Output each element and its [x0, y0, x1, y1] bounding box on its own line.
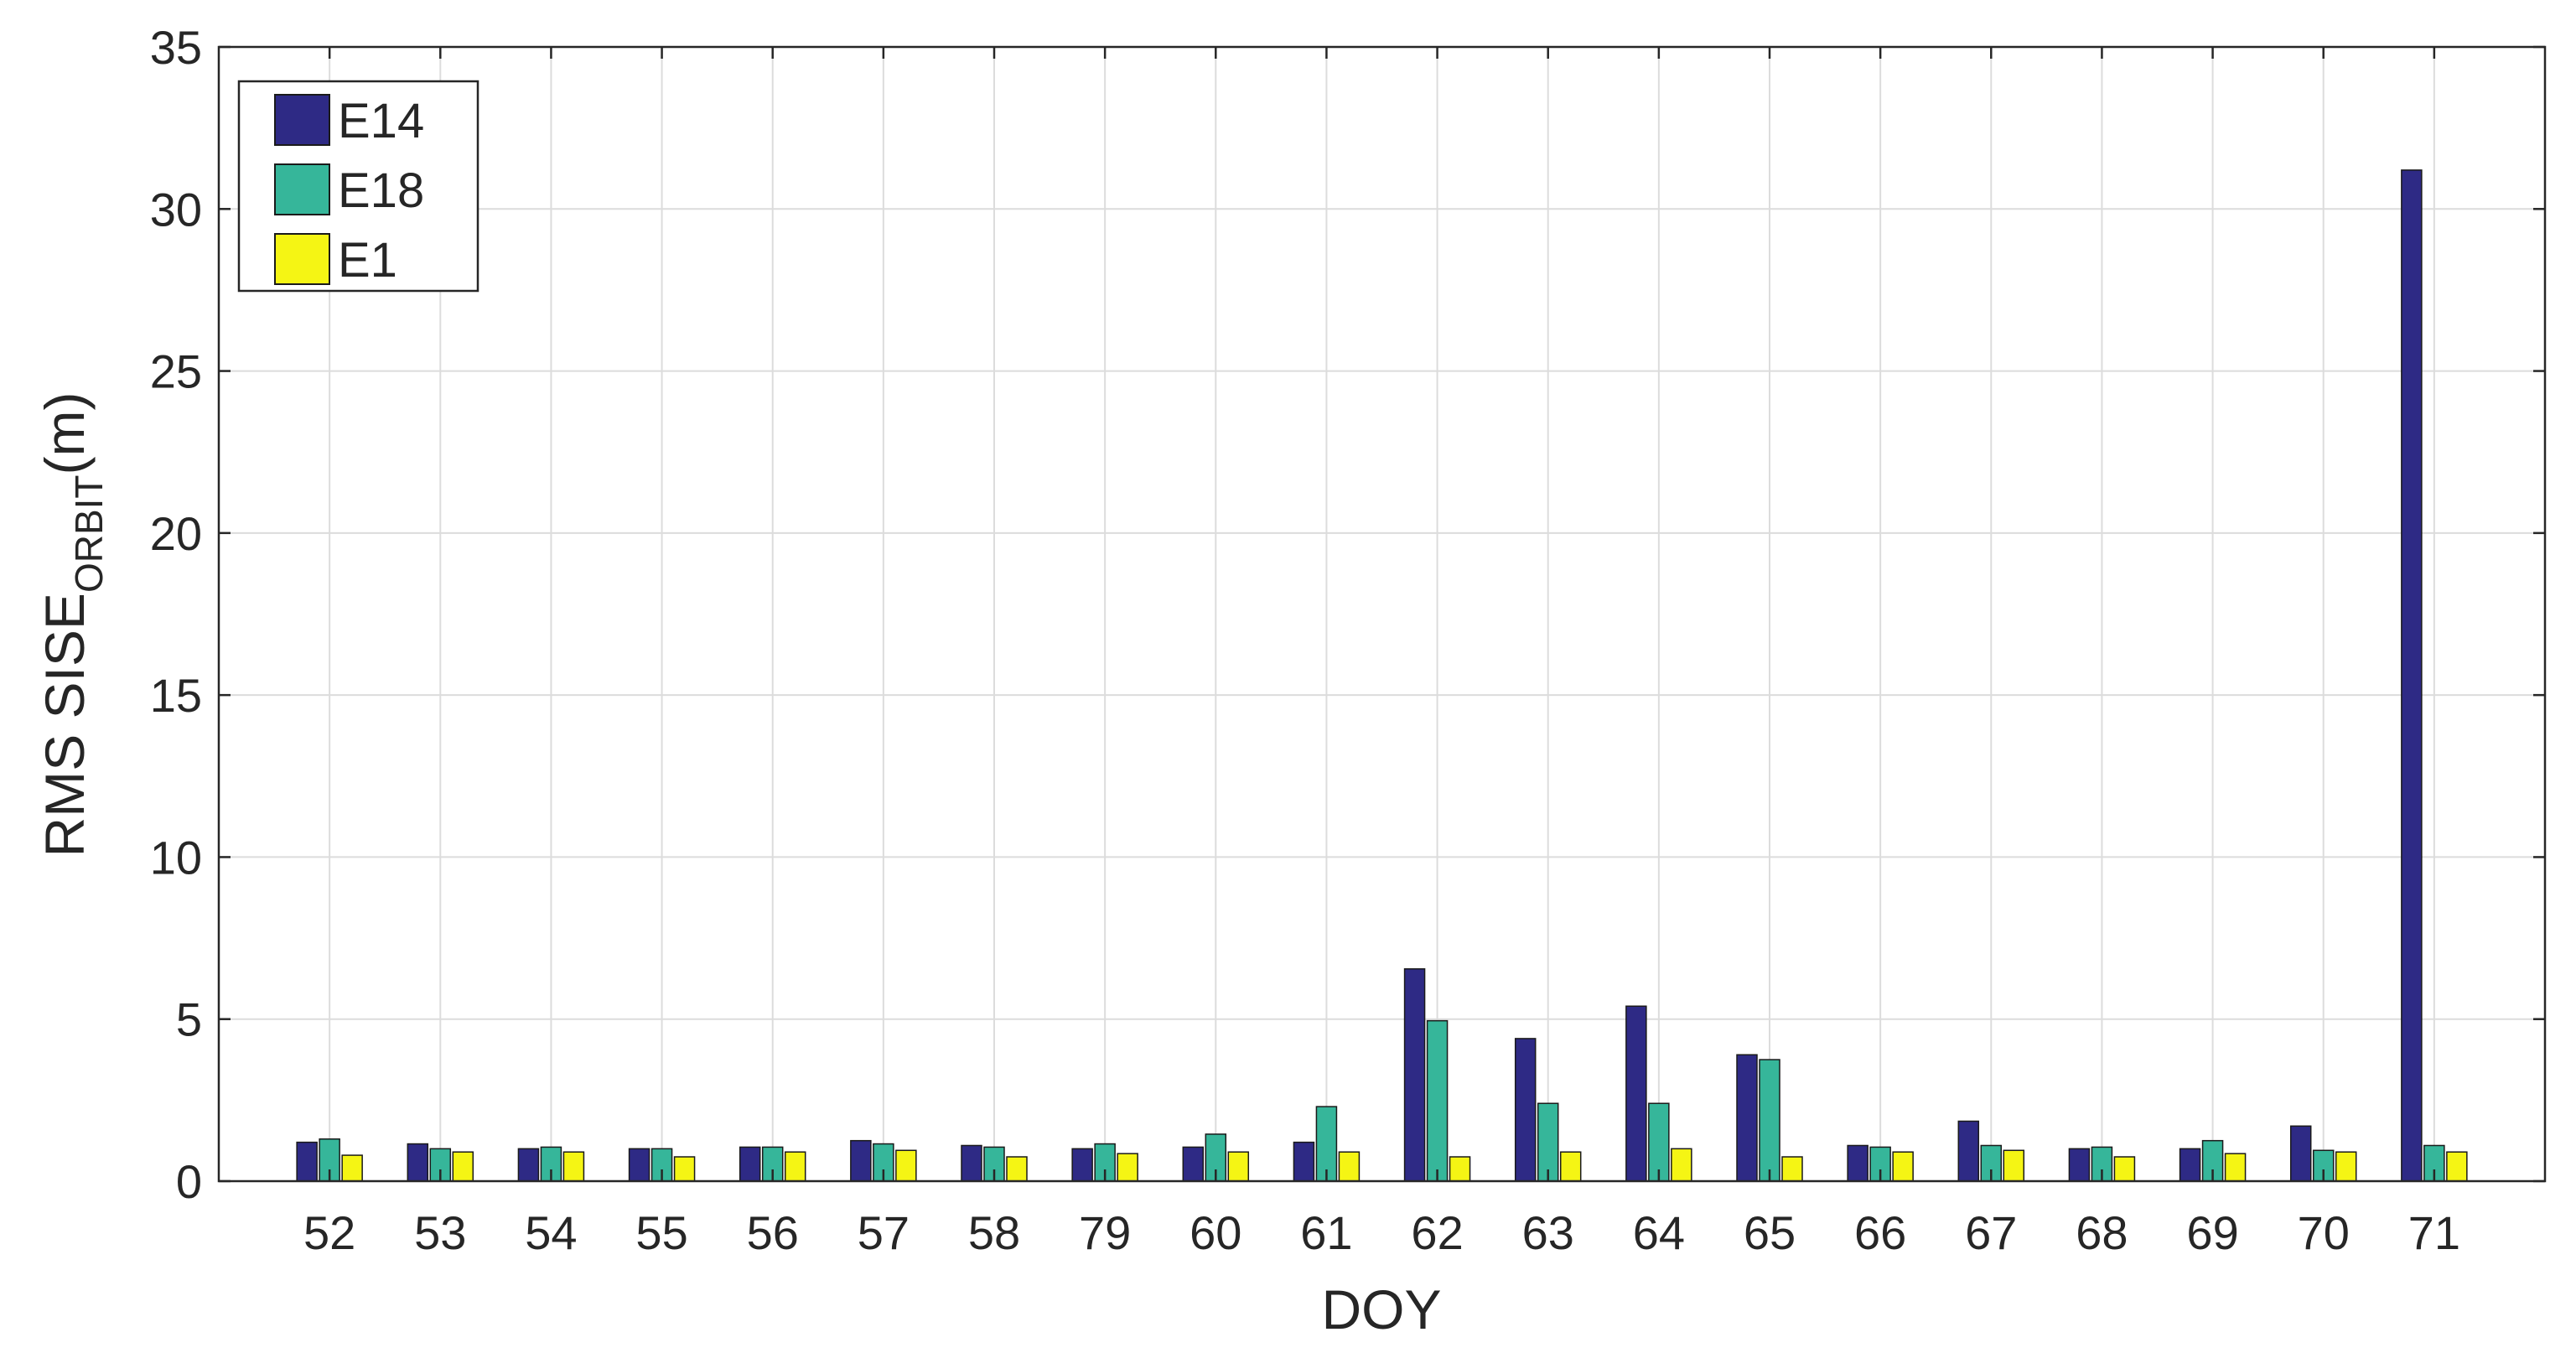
bar-e1-64: [1671, 1148, 1692, 1182]
bar-e1-62: [1449, 1156, 1471, 1182]
bar-e14-54: [517, 1148, 540, 1182]
bar-e1-54: [562, 1151, 585, 1182]
bar-e1-55: [673, 1156, 696, 1182]
x-tick-label: 64: [1633, 1206, 1685, 1259]
x-tick-label: 67: [1965, 1206, 2017, 1259]
y-tick-label: 30: [150, 183, 202, 236]
y-tick-label: 10: [150, 831, 202, 884]
bar-e14-66: [1847, 1144, 1869, 1182]
x-tick-label: 54: [525, 1206, 577, 1259]
x-tick-label: 52: [303, 1206, 355, 1259]
bar-e1-71: [2446, 1151, 2468, 1182]
legend-label-e1: E1: [338, 233, 397, 288]
y-axis-label-main: RMS SISE: [34, 593, 96, 857]
bar-e1-53: [452, 1151, 474, 1182]
legend-swatch-e1: [274, 233, 330, 285]
x-tick-label: 62: [1411, 1206, 1463, 1259]
bar-e1-67: [2003, 1149, 2025, 1182]
bar-e1-52: [341, 1154, 363, 1182]
axes: [217, 45, 2547, 1183]
x-tick-label: 55: [635, 1206, 687, 1259]
x-tick-label: 79: [1079, 1206, 1131, 1259]
y-axis-label-group: RMS SISEORBIT(m): [34, 392, 111, 858]
bar-e1-65: [1781, 1156, 1803, 1182]
bar-e14-53: [407, 1143, 429, 1182]
bar-e14-67: [1957, 1120, 1980, 1182]
bar-e14-56: [739, 1146, 761, 1182]
x-tick-label: 58: [968, 1206, 1020, 1259]
bar-e14-69: [2179, 1148, 2201, 1182]
x-tick-label: 70: [2298, 1206, 2350, 1259]
bars: [296, 169, 2468, 1182]
x-tick-label: 68: [2076, 1206, 2128, 1259]
y-tick-label: 25: [150, 345, 202, 398]
bar-e14-60: [1182, 1146, 1205, 1182]
bar-e14-70: [2289, 1125, 2312, 1182]
bar-e18-62: [1426, 1019, 1449, 1182]
legend-label-e18: E18: [338, 163, 424, 218]
bar-e14-57: [850, 1139, 872, 1182]
svg-text:RMS SISEORBIT(m): RMS SISEORBIT(m): [34, 392, 111, 858]
bar-e14-79: [1071, 1148, 1093, 1182]
bar-e14-65: [1736, 1054, 1758, 1182]
bar-e14-64: [1625, 1005, 1647, 1182]
bar-e1-68: [2113, 1156, 2136, 1182]
x-tick-label: 66: [1854, 1206, 1906, 1259]
bar-e1-79: [1117, 1153, 1138, 1182]
legend-label-e14: E14: [338, 94, 424, 148]
x-axis-label: DOY: [1321, 1278, 1441, 1340]
x-tick-label: 53: [414, 1206, 466, 1259]
bar-e14-58: [961, 1144, 982, 1182]
x-tick-label: 69: [2186, 1206, 2238, 1259]
bar-e1-61: [1338, 1151, 1361, 1182]
y-tick-label: 20: [150, 507, 202, 560]
legend-swatch-e14: [274, 94, 330, 146]
y-tick-label: 15: [150, 669, 202, 722]
x-tick-label: 61: [1300, 1206, 1352, 1259]
y-tick-label: 35: [150, 21, 202, 74]
legend: E14 E18 E1: [237, 80, 479, 293]
x-tick-label: 65: [1744, 1206, 1796, 1259]
bar-e18-65: [1759, 1059, 1780, 1182]
bar-e1-56: [784, 1151, 806, 1182]
x-tick-label: 63: [1522, 1206, 1574, 1259]
bar-e1-57: [895, 1149, 917, 1182]
bar-e14-71: [2401, 169, 2423, 1182]
bar-e14-68: [2068, 1148, 2091, 1182]
bar-e18-64: [1648, 1102, 1670, 1182]
bar-e14-55: [628, 1148, 650, 1182]
bar-e14-63: [1514, 1038, 1537, 1182]
bar-e1-63: [1559, 1151, 1582, 1182]
bar-e1-60: [1227, 1151, 1250, 1182]
x-tick-labels: 52 53 54 55 56 57 58 79 60 61 62 63 64 65 66 67 68 69 70 71: [303, 1206, 2460, 1259]
bar-e1-66: [1892, 1151, 1914, 1182]
x-tick-label: 60: [1190, 1206, 1241, 1259]
y-axis-label-subscript: ORBIT: [67, 474, 111, 593]
y-tick-label: 5: [176, 993, 202, 1046]
x-tick-label: 57: [858, 1206, 910, 1259]
bar-e1-70: [2335, 1151, 2357, 1182]
axes-box: [217, 45, 2547, 1183]
x-tick-label: 71: [2408, 1206, 2460, 1259]
legend-swatch-e18: [274, 163, 330, 215]
y-axis-label-suffix: (m): [34, 392, 96, 475]
bar-e18-63: [1537, 1102, 1559, 1182]
grid: [219, 46, 2545, 1182]
bar-e14-52: [296, 1141, 318, 1182]
bar-e1-69: [2224, 1153, 2247, 1182]
bar-e1-58: [1006, 1156, 1028, 1182]
bar-e14-61: [1293, 1141, 1315, 1182]
y-tick-labels: 0 5 10 15 20 25 30 35: [150, 21, 202, 1208]
x-tick-label: 56: [747, 1206, 799, 1259]
y-tick-label: 0: [176, 1155, 202, 1208]
bar-e14-62: [1403, 968, 1426, 1182]
